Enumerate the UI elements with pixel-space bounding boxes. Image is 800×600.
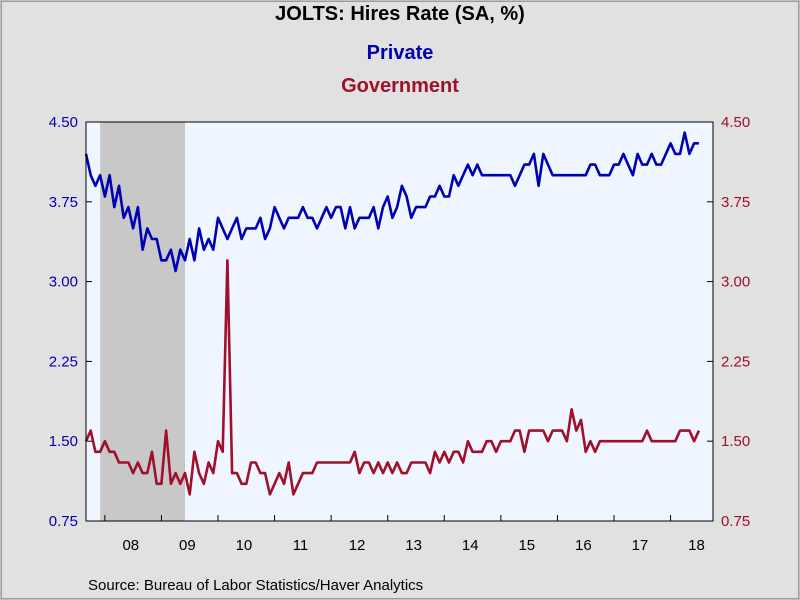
x-tick-label: 14 xyxy=(462,537,479,554)
y-tick-label-right: 4.50 xyxy=(721,114,750,131)
series-line-private xyxy=(84,131,699,273)
legend-government: Government xyxy=(341,75,459,97)
y-tick-label-left: 3.00 xyxy=(49,274,78,291)
y-tick-label-right: 3.75 xyxy=(721,194,750,211)
recession-shading xyxy=(100,122,185,521)
source-note: Source: Bureau of Labor Statistics/Haver… xyxy=(88,577,424,594)
x-tick-label: 10 xyxy=(236,537,253,554)
y-tick-label-left: 2.25 xyxy=(49,353,78,370)
plot-area xyxy=(86,122,713,521)
y-tick-label-left: 0.75 xyxy=(49,513,78,530)
y-tick-label-right: 1.50 xyxy=(721,433,750,450)
x-tick-label: 16 xyxy=(575,537,592,554)
x-tick-label: 15 xyxy=(518,537,535,554)
x-tick-label: 17 xyxy=(632,537,649,554)
x-tick-label: 09 xyxy=(179,537,196,554)
y-tick-label-left: 3.75 xyxy=(49,194,78,211)
series-lines xyxy=(84,131,701,496)
axis-labels: 0.75 0.75 1.50 1.50 2.25 2.25 3.00 3.00 3.75 3.75… xyxy=(49,114,750,554)
y-tick-label-left: 4.50 xyxy=(49,114,78,131)
x-tick-label: 11 xyxy=(293,537,309,554)
y-tick-label-right: 0.75 xyxy=(721,513,750,530)
y-tick-label-right: 3.00 xyxy=(721,274,750,291)
x-tick-label: 08 xyxy=(122,537,139,554)
series-line-government xyxy=(84,258,701,496)
x-tick-label: 18 xyxy=(688,537,705,554)
y-tick-label-left: 1.50 xyxy=(49,433,78,450)
plot-border xyxy=(85,121,714,522)
chart-title: JOLTS: Hires Rate (SA, %) xyxy=(275,3,525,25)
legend-private: Private xyxy=(366,42,434,64)
x-tick-label: 12 xyxy=(349,537,366,554)
y-tick-label-right: 2.25 xyxy=(721,353,750,370)
x-tick-label: 13 xyxy=(405,537,422,554)
